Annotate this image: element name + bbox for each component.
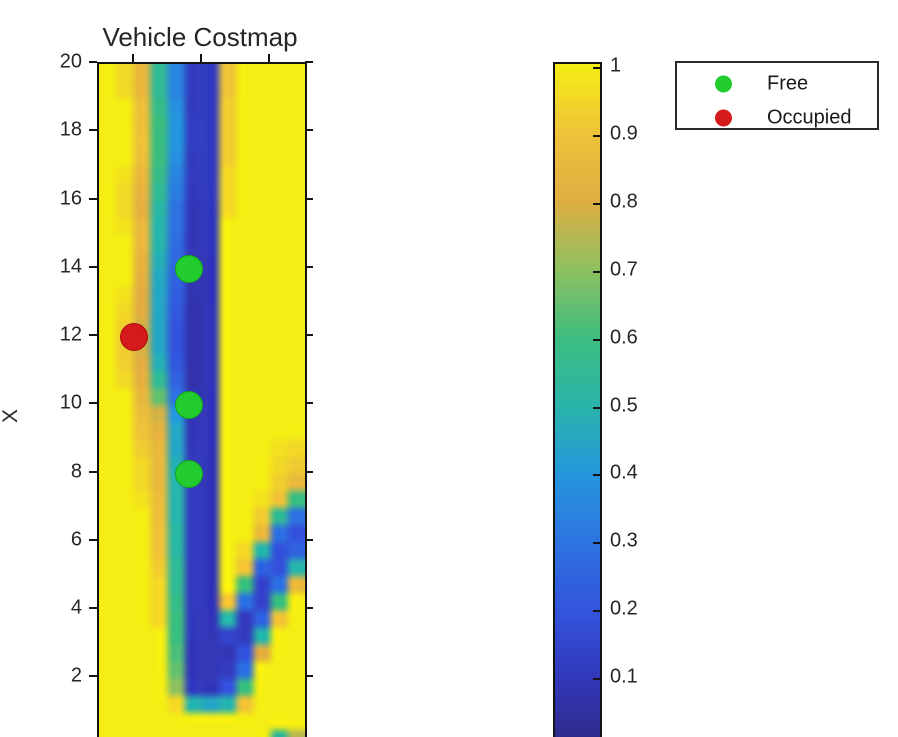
- left-tick-16: [89, 197, 97, 200]
- colorbar-label-0.6: 0.6: [610, 326, 638, 349]
- legend-item-free: Free: [677, 67, 877, 101]
- colorbar-label-1: 1: [610, 54, 622, 77]
- colorbar-label-0.4: 0.4: [610, 461, 638, 484]
- legend-label-occupied: Occupied: [767, 106, 852, 129]
- colorbar-label-0.7: 0.7: [610, 258, 638, 281]
- left-tick-6: [89, 538, 97, 541]
- legend-label-free: Free: [767, 72, 809, 95]
- colorbar: [553, 62, 602, 737]
- top-tick-0: [132, 54, 134, 62]
- occupied-dot-icon: [715, 109, 732, 127]
- colorbar-tick-0.6: [593, 338, 600, 341]
- costmap-plot-area: [97, 62, 307, 737]
- chart-title: Vehicle Costmap: [102, 22, 298, 52]
- top-tick-2: [268, 54, 270, 62]
- legend: Free Occupied: [675, 61, 879, 130]
- y-tick-label-4: 4: [70, 596, 82, 619]
- y-tick-label-18: 18: [59, 118, 82, 141]
- colorbar-tick-0.9: [593, 134, 600, 137]
- free-pose-marker-x8: [175, 459, 204, 488]
- colorbar-tick-0.1: [593, 678, 600, 681]
- colorbar-label-0.9: 0.9: [610, 122, 638, 145]
- occupied-pose-marker-x12: [120, 323, 149, 352]
- left-tick-14: [89, 265, 97, 268]
- legend-item-occupied: Occupied: [677, 101, 877, 135]
- y-tick-label-16: 16: [59, 187, 82, 210]
- right-tick-4: [305, 607, 313, 610]
- y-tick-label-12: 12: [59, 323, 82, 346]
- colorbar-label-0.8: 0.8: [610, 190, 638, 213]
- right-tick-10: [305, 402, 313, 405]
- right-tick-18: [305, 129, 313, 132]
- colorbar-tick-0.2: [593, 610, 600, 613]
- free-pose-marker-x10: [175, 391, 204, 420]
- colorbar-label-0.5: 0.5: [610, 394, 638, 416]
- left-tick-12: [89, 334, 97, 337]
- right-tick-16: [305, 197, 313, 200]
- y-tick-label-20: 20: [59, 50, 82, 73]
- free-dot-icon: [715, 75, 732, 93]
- left-tick-8: [89, 470, 97, 473]
- colorbar-tick-0.5: [593, 406, 600, 409]
- y-tick-label-6: 6: [70, 528, 82, 551]
- top-tick-1: [200, 54, 202, 62]
- left-tick-10: [89, 402, 97, 405]
- right-tick-14: [305, 265, 313, 268]
- free-pose-marker-x14: [175, 254, 204, 283]
- right-tick-8: [305, 470, 313, 473]
- colorbar-label-0.2: 0.2: [610, 597, 638, 620]
- left-tick-20: [89, 61, 97, 63]
- left-tick-2: [89, 675, 97, 678]
- right-tick-20: [305, 61, 313, 63]
- colorbar-tick-0.4: [593, 474, 600, 477]
- right-tick-2: [305, 675, 313, 678]
- y-tick-label-8: 8: [70, 460, 82, 483]
- colorbar-tick-0.8: [593, 202, 600, 205]
- y-tick-label-10: 10: [59, 391, 82, 414]
- y-tick-label-14: 14: [59, 255, 82, 278]
- colorbar-tick-0.3: [593, 542, 600, 545]
- right-tick-12: [305, 334, 313, 337]
- y-tick-label-2: 2: [70, 664, 82, 687]
- colorbar-label-0.1: 0.1: [610, 665, 638, 688]
- left-tick-18: [89, 129, 97, 132]
- y-axis-label: X: [0, 408, 23, 424]
- colorbar-tick-0.7: [593, 270, 600, 273]
- colorbar-tick-1: [593, 67, 600, 69]
- colorbar-label-0.3: 0.3: [610, 529, 638, 552]
- right-tick-6: [305, 538, 313, 541]
- left-tick-4: [89, 607, 97, 610]
